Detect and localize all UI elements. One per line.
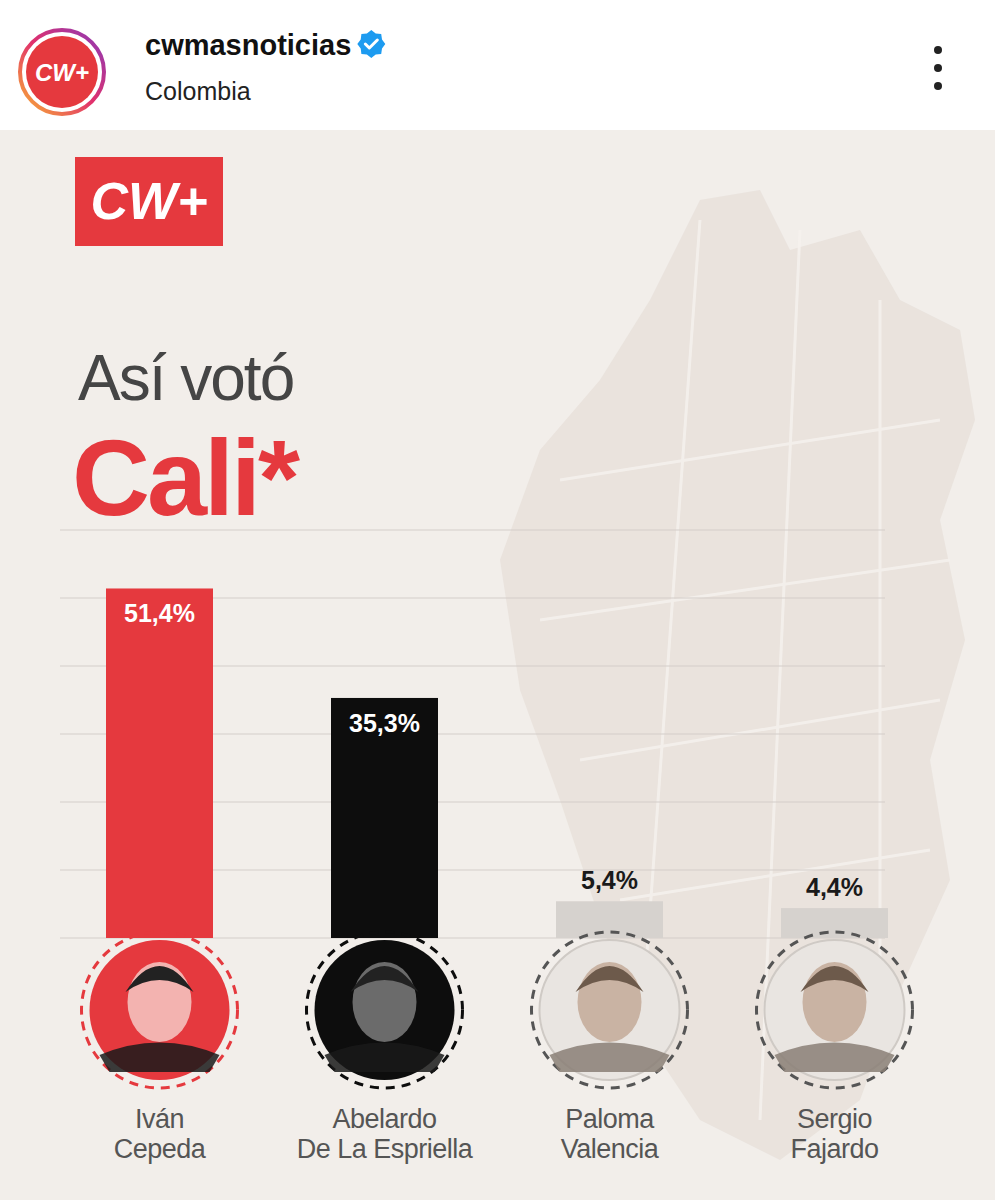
category-labels: IvánCepeda AbelardoDe La Espriella PalomaV… — [114, 1104, 879, 1164]
brand-logo-bg — [75, 157, 223, 246]
avatar-logo: CW+ — [35, 59, 89, 86]
data-label: 51,4% — [124, 599, 195, 627]
category-line: Iván — [135, 1104, 184, 1134]
photo-shoulders — [325, 1043, 445, 1073]
photo-hair — [126, 966, 194, 992]
photo-bg — [540, 940, 680, 1080]
category-line: Valencia — [561, 1134, 660, 1164]
post-svg: CW+ cwmasnoticias Colombia CW+ Así votóCali*… — [0, 0, 995, 1200]
header-bg — [0, 0, 995, 130]
photo-hair — [801, 966, 869, 992]
map-silhouette — [500, 190, 975, 1160]
title-line: Cali* — [72, 417, 300, 538]
photo-bg — [315, 940, 455, 1080]
avatar-ring — [20, 30, 104, 114]
data-label: 4,4% — [806, 873, 863, 901]
photo-bg — [765, 940, 905, 1080]
photo-ring — [307, 932, 463, 1088]
bars — [106, 588, 888, 938]
map-street — [879, 300, 882, 1000]
bar — [331, 698, 438, 938]
map-street — [540, 560, 950, 620]
brand-logo: CW+ — [91, 172, 208, 230]
badge-shape — [357, 30, 385, 58]
photo-hair — [351, 966, 419, 992]
photos — [82, 932, 913, 1088]
category-label: IvánCepeda — [114, 1104, 207, 1164]
grid — [60, 530, 885, 938]
account-name: cwmasnoticias — [145, 29, 351, 61]
post: CW+ cwmasnoticias Colombia CW+ Así votóCali*… — [0, 0, 995, 1200]
photo-ring — [757, 932, 913, 1088]
category-line: Sergio — [797, 1104, 872, 1134]
bar — [781, 908, 888, 938]
location: Colombia — [145, 77, 251, 105]
bar — [106, 588, 213, 938]
category-line: Abelardo — [332, 1104, 436, 1134]
map-street — [560, 420, 940, 480]
category-label: PalomaValencia — [561, 1104, 660, 1164]
photo-bg — [90, 940, 230, 1080]
category-line: Paloma — [565, 1104, 655, 1134]
avatar — [26, 36, 98, 108]
category-line: Cepeda — [114, 1134, 207, 1164]
data-label: 35,3% — [349, 709, 420, 737]
data-labels: 51,4% 35,3% 5,4% 4,4% — [124, 599, 863, 901]
category-label: SergioFajardo — [790, 1104, 878, 1164]
menu-dots[interactable] — [934, 46, 942, 90]
chart-bg — [0, 130, 995, 1200]
photo-shoulders — [775, 1043, 895, 1073]
verified-badge — [357, 30, 385, 58]
menu-dot — [934, 82, 942, 90]
data-label: 5,4% — [581, 866, 638, 894]
category-line: De La Espriella — [297, 1134, 474, 1164]
photo-hair — [576, 966, 644, 992]
title-line: Así votó — [78, 342, 293, 414]
category-line: Fajardo — [790, 1134, 878, 1164]
map-street — [580, 700, 940, 760]
photo-shoulders — [550, 1043, 670, 1073]
photo-ring — [532, 932, 688, 1088]
bar — [556, 901, 663, 938]
map-streets — [540, 220, 950, 1120]
menu-dot — [934, 64, 942, 72]
badge-check — [365, 40, 377, 48]
grid-line — [60, 529, 885, 530]
map-street — [620, 850, 930, 900]
photo-shoulders — [100, 1043, 220, 1073]
chart-title: Así votóCali* — [72, 342, 300, 538]
category-label: AbelardoDe La Espriella — [297, 1104, 474, 1164]
menu-dot — [934, 46, 942, 54]
photo-ring — [82, 932, 238, 1088]
